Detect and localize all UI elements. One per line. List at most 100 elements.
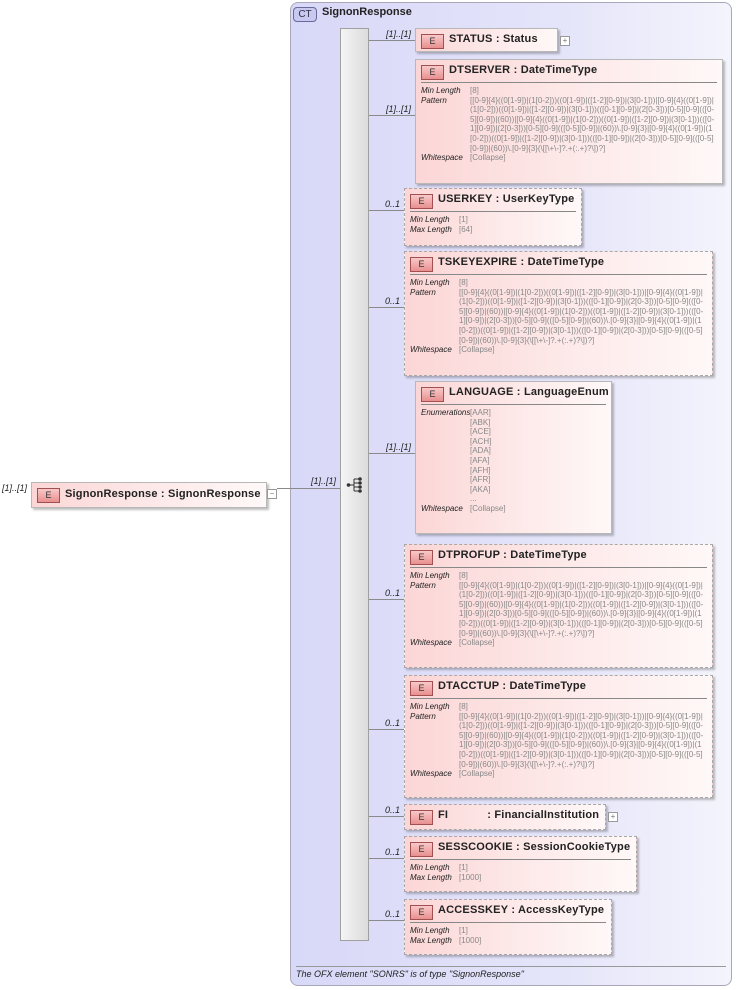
facet-row: Pattern [[0-9]{4}((0[1-9])|(1[0-2]))((0[1… xyxy=(410,288,706,346)
enumeration-value: [ACE] xyxy=(470,427,491,437)
facet-value: [1000] xyxy=(459,872,482,882)
element-language[interactable]: E LANGUAGE : LanguageEnum Enumerations [AAR… xyxy=(415,381,612,534)
element-accesskey[interactable]: E ACCESSKEY : AccessKeyType Min Length [1] M… xyxy=(404,899,612,955)
enumeration-value: [AAR] xyxy=(470,408,491,417)
facet-label: Pattern xyxy=(410,287,436,297)
enumeration-value: [AFR] xyxy=(470,475,491,485)
facet-label: Max Length xyxy=(410,872,452,882)
facet-label: Pattern xyxy=(410,580,436,590)
cardinality-label: [1]..[1] xyxy=(385,442,411,452)
element-badge: E xyxy=(410,550,433,565)
element-type: DateTimeType xyxy=(510,549,587,561)
facet-value: [1] xyxy=(459,926,468,935)
separator: : xyxy=(513,386,524,398)
facet-row: Max Length [64] xyxy=(410,225,575,235)
connector-line xyxy=(369,858,404,859)
facet-label: Min Length xyxy=(410,863,450,872)
plus-icon[interactable]: + xyxy=(608,812,618,822)
facet-row: Whitespace [Collapse] xyxy=(410,638,706,648)
element-dtprofup[interactable]: E DTPROFUP : DateTimeType Min Length [8] Pat… xyxy=(404,544,713,668)
facet-row: Min Length [8] xyxy=(421,86,716,96)
facet-row: Whitespace [Collapse] xyxy=(421,153,716,163)
cardinality-label: 0..1 xyxy=(384,296,400,306)
complex-type-badge: CT xyxy=(293,7,317,22)
facet-value: [64] xyxy=(459,224,473,234)
facet-value: [1] xyxy=(459,863,468,872)
connector-line xyxy=(277,488,340,489)
element-status[interactable]: E STATUS : Status xyxy=(415,28,558,52)
facet-value: [Collapse] xyxy=(459,769,495,779)
element-dtserver[interactable]: E DTSERVER : DateTimeType Min Length [8] Pat… xyxy=(415,59,723,184)
header-divider xyxy=(410,567,707,568)
element-type: UserKeyType xyxy=(502,193,575,205)
facet-label: Min Length xyxy=(410,702,450,711)
facet-list: Min Length [8] Pattern [[0-9]{4}((0[1-9])|(… xyxy=(421,86,716,163)
cardinality-label: 0..1 xyxy=(384,718,400,728)
separator: : xyxy=(512,841,524,853)
element-userkey[interactable]: E USERKEY : UserKeyType Min Length [1] Max L… xyxy=(404,188,582,246)
facet-label: Min Length xyxy=(410,215,450,224)
element-type: DateTimeType xyxy=(520,64,598,76)
element-fi[interactable]: E FI : FinancialInstitution xyxy=(404,804,606,830)
facet-value: [1000] xyxy=(459,935,482,945)
facet-value: [[0-9]{4}((0[1-9])|(1[0-2]))((0[1-9])|([… xyxy=(459,711,704,769)
element-dtacctup[interactable]: E DTACCTUP : DateTimeType Min Length [8] Pat… xyxy=(404,675,713,798)
element-tskeyexpire[interactable]: E TSKEYEXPIRE : DateTimeType Min Length [8]… xyxy=(404,251,713,376)
minus-icon[interactable]: − xyxy=(267,489,277,499)
facet-label: Max Length xyxy=(410,935,452,945)
element-name: SignonResponse xyxy=(65,488,158,500)
facet-value: [Collapse] xyxy=(470,503,506,513)
facet-row: Whitespace [Collapse] xyxy=(410,769,706,779)
facet-label: Whitespace xyxy=(410,638,452,648)
facet-label: Enumerations xyxy=(421,408,471,417)
facet-row: Pattern [[0-9]{4}((0[1-9])|(1[0-2]))((0[1… xyxy=(410,581,706,639)
element-name: ACCESSKEY xyxy=(438,904,509,916)
facet-value: [8] xyxy=(459,702,468,711)
complex-type-title: SignonResponse xyxy=(322,6,412,18)
facet-label: Whitespace xyxy=(410,769,452,779)
facet-value: [Collapse] xyxy=(459,345,495,355)
root-element[interactable]: E SignonResponse : SignonResponse xyxy=(31,482,267,508)
plus-icon[interactable]: + xyxy=(560,36,570,46)
facet-value: [8] xyxy=(459,571,468,580)
separator: : xyxy=(508,904,519,916)
element-badge: E xyxy=(421,387,444,402)
facet-row: Min Length [8] xyxy=(410,278,706,288)
facet-row: Min Length [1] xyxy=(410,863,630,873)
element-badge: E xyxy=(410,194,433,209)
element-type: SignonResponse xyxy=(168,488,261,500)
enumeration-value: [ABK] xyxy=(470,417,491,427)
facet-list: Min Length [1] Max Length [1000] xyxy=(410,926,605,945)
connector-line xyxy=(369,210,404,211)
facet-value: [8] xyxy=(470,86,479,95)
element-type: AccessKeyType xyxy=(518,904,605,916)
cardinality-label: 0..1 xyxy=(384,588,400,598)
element-name: LANGUAGE xyxy=(449,386,514,398)
element-badge: E xyxy=(37,488,60,503)
facet-row: Pattern [[0-9]{4}((0[1-9])|(1[0-2]))((0[1… xyxy=(410,712,706,770)
element-name: TSKEYEXPIRE xyxy=(438,256,518,268)
element-badge: E xyxy=(410,905,433,920)
element-type: SessionCookieType xyxy=(523,841,631,853)
facet-row: Pattern [[0-9]{4}((0[1-9])|(1[0-2]))((0[1… xyxy=(421,96,716,154)
facet-label: Max Length xyxy=(410,224,452,234)
sequence-icon xyxy=(346,477,362,493)
element-type: DateTimeType xyxy=(509,680,587,692)
element-badge: E xyxy=(421,34,444,49)
element-title: DTSERVER : DateTimeType xyxy=(449,64,597,76)
header-divider xyxy=(410,922,606,923)
element-type: Status xyxy=(502,33,538,45)
connector-line xyxy=(369,115,415,116)
element-sesscookie[interactable]: E SESSCOOKIE : SessionCookieType Min Lengt… xyxy=(404,836,637,892)
separator: : xyxy=(492,33,503,45)
enumeration-value: [ACH] xyxy=(470,436,492,446)
separator: : xyxy=(448,809,495,821)
element-badge: E xyxy=(410,257,433,272)
separator: : xyxy=(517,256,528,268)
facet-list: Min Length [8] Pattern [[0-9]{4}((0[1-9])|(… xyxy=(410,278,706,355)
facet-list: Min Length [1] Max Length [1000] xyxy=(410,863,630,882)
element-name: DTSERVER xyxy=(449,64,511,76)
element-type: LanguageEnum xyxy=(523,386,609,398)
connector-line xyxy=(369,40,415,41)
enumeration-value: ... xyxy=(470,494,477,504)
